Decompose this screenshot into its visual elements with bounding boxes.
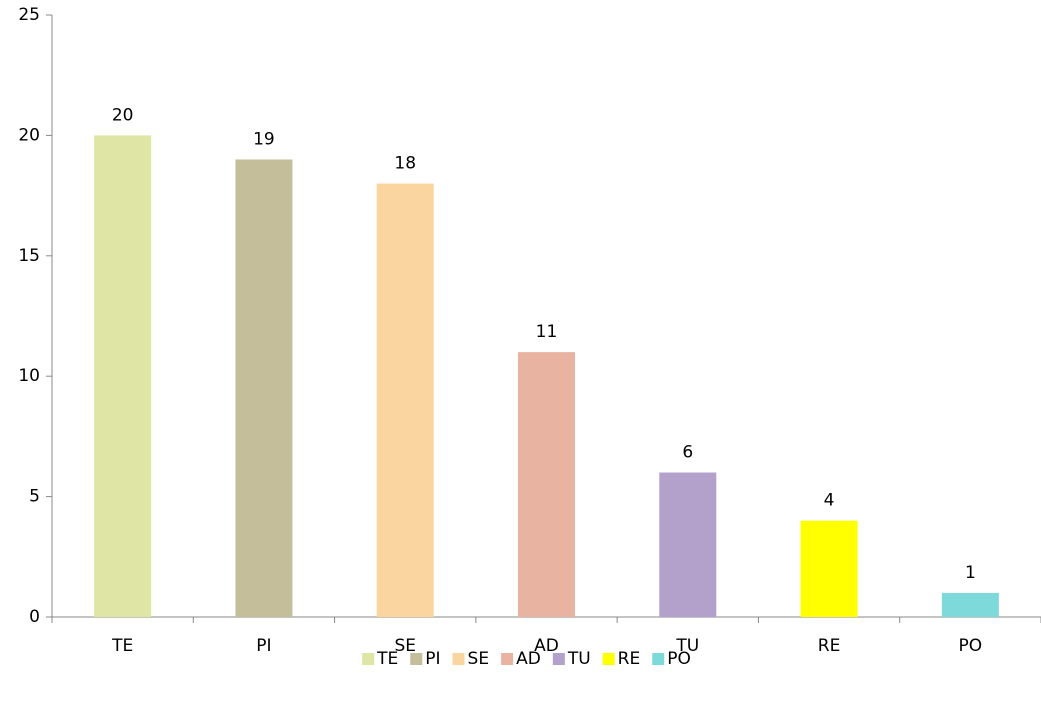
y-tick-label: 25	[18, 5, 40, 25]
legend-label: RE	[618, 649, 641, 669]
value-label: 4	[824, 491, 835, 511]
y-tick-label: 20	[18, 125, 40, 145]
x-tick-label: TE	[111, 636, 133, 656]
x-tick-label: RE	[818, 636, 841, 656]
value-label: 19	[253, 129, 275, 149]
legend-label: AD	[516, 649, 541, 669]
bar	[94, 135, 152, 617]
legend-swatch	[362, 653, 375, 665]
bar	[376, 183, 434, 617]
y-tick-label: 10	[18, 366, 40, 386]
value-label: 6	[682, 443, 693, 463]
x-tick-label: AD	[534, 636, 559, 656]
legend-swatch	[410, 653, 423, 665]
legend: TE PI SE AD TU RE PO	[362, 649, 691, 669]
bar	[659, 472, 717, 617]
legend-label: TU	[567, 649, 591, 669]
x-tick-label: TU	[675, 636, 699, 656]
y-tick-label: 5	[29, 487, 40, 507]
x-tick-label: PO	[959, 636, 983, 656]
bar	[941, 592, 999, 617]
value-label: 18	[394, 154, 416, 174]
bar	[518, 352, 575, 617]
legend-label: SE	[468, 649, 490, 669]
legend-swatch	[602, 653, 615, 665]
value-label: 11	[536, 322, 558, 342]
y-tick-label: 0	[29, 607, 40, 627]
value-label: 1	[965, 563, 976, 583]
bar	[800, 520, 858, 617]
value-label: 20	[112, 105, 134, 125]
legend-label: PI	[425, 649, 440, 669]
legend-swatch	[501, 653, 514, 665]
legend-swatch	[452, 653, 465, 665]
x-tick-label: PI	[256, 636, 271, 656]
x-tick-label: SE	[394, 636, 416, 656]
legend-label: TE	[376, 649, 398, 669]
y-tick-label: 15	[18, 246, 40, 266]
legend-label: PO	[667, 649, 691, 669]
legend-swatch	[552, 653, 565, 665]
bar	[235, 159, 293, 618]
legend-swatch	[652, 653, 665, 665]
